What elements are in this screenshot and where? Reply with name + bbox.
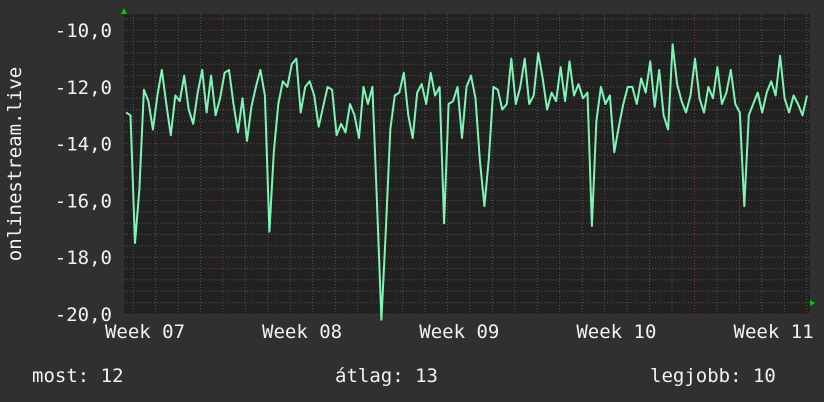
legend-average: átlag: 13 [335,365,438,387]
grid [124,14,810,315]
y-axis-arrow-icon [121,8,127,14]
x-tick-label: Week 08 [262,321,342,343]
x-axis-ticks: Week 07 Week 08 Week 09 Week 10 Week 11 [105,321,814,343]
data-points [125,44,808,320]
y-tick-label: -20,0 [55,304,112,326]
x-axis-arrow-icon [810,300,815,306]
y-tick-label: -10,0 [55,20,112,42]
x-tick-label: Week 11 [734,321,814,343]
y-tick-label: -18,0 [55,247,112,269]
legend-max: legjobb: 10 [650,365,776,387]
y-tick-label: -12,0 [55,77,112,99]
x-tick-label: Week 07 [105,321,185,343]
y-tick-label: -14,0 [55,134,112,156]
y-axis-ticks: -10,0 -12,0 -14,0 -16,0 -18,0 -20,0 [55,20,112,326]
x-tick-label: Week 10 [576,321,656,343]
legend-current: most: 12 [32,365,124,387]
y-axis-title: onlinestream.live [4,67,26,261]
y-tick-label: -16,0 [55,191,112,213]
x-tick-label: Week 09 [419,321,499,343]
